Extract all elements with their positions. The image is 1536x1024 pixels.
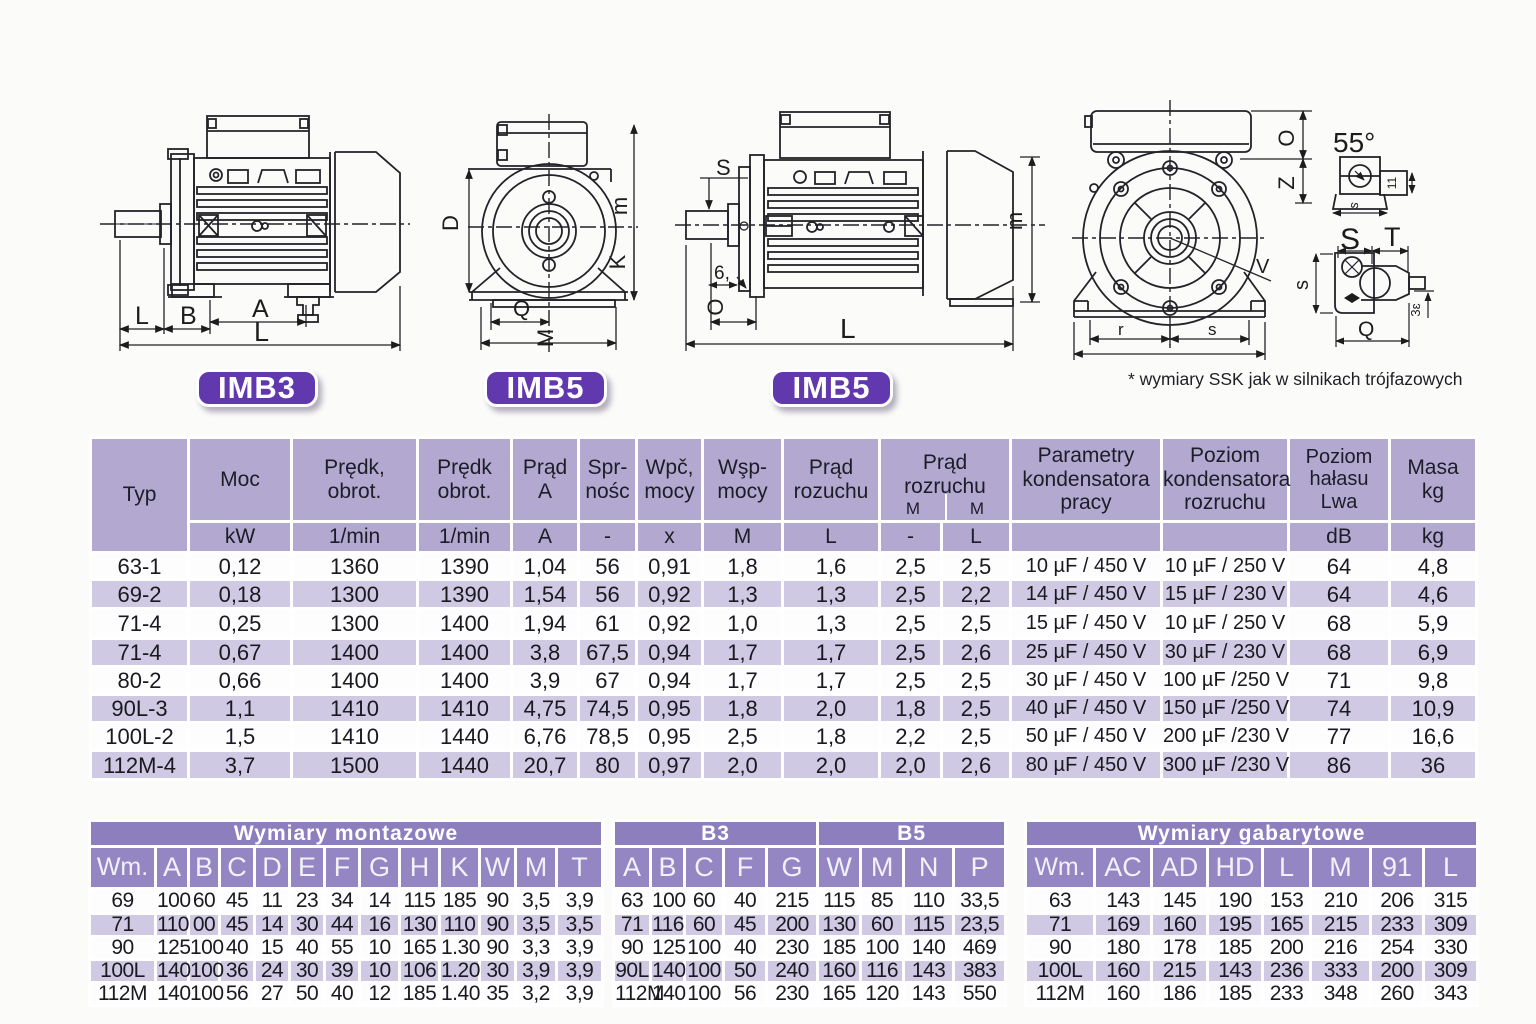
svg-text:T: T — [1384, 222, 1401, 252]
svg-text:Z: Z — [1274, 176, 1299, 189]
svg-text:D: D — [438, 215, 463, 231]
svg-text:11: 11 — [1385, 176, 1399, 189]
svg-text:O: O — [703, 298, 728, 315]
svg-text:Q: Q — [1358, 318, 1374, 341]
svg-text:M: M — [533, 329, 558, 347]
svg-text:B: B — [180, 302, 197, 330]
svg-text:r: r — [1118, 320, 1124, 339]
svg-text:S: S — [716, 155, 731, 180]
svg-text:s: s — [1346, 200, 1362, 209]
svg-text:m: m — [607, 197, 632, 215]
svg-text:6,: 6, — [714, 263, 730, 284]
svg-text:L: L — [254, 317, 269, 347]
svg-text:3ɛ: 3ɛ — [1408, 303, 1423, 316]
svg-text:V: V — [1256, 256, 1270, 278]
svg-text:s: s — [1208, 320, 1217, 339]
svg-text:O: O — [1274, 129, 1299, 146]
svg-text:L: L — [840, 313, 856, 344]
svg-text:55°: 55° — [1333, 127, 1375, 158]
svg-text:Q: Q — [513, 296, 530, 321]
svg-text:s: s — [1291, 280, 1313, 290]
svg-text:m: m — [1002, 212, 1027, 230]
svg-text:A: A — [252, 295, 269, 323]
svg-text:L: L — [135, 302, 149, 330]
svg-text:K: K — [605, 254, 630, 269]
